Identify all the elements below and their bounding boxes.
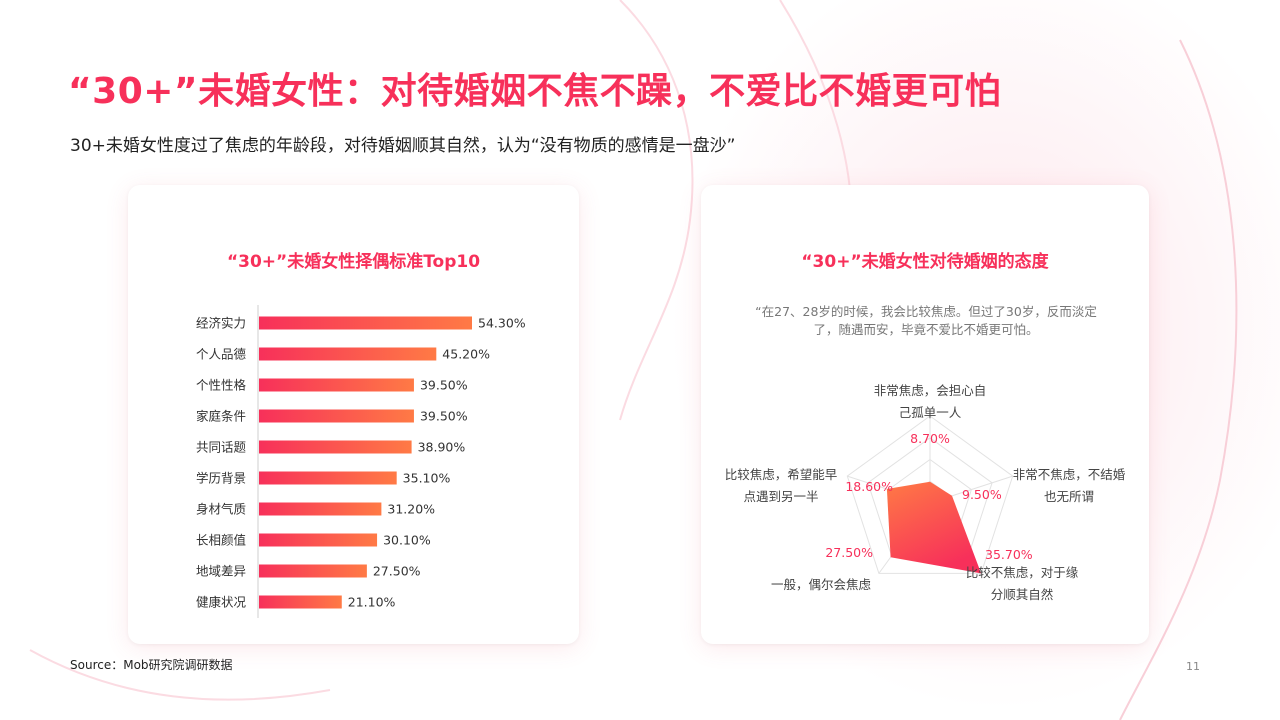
bar [259, 378, 414, 392]
bar-value-label: 35.10% [403, 471, 451, 486]
bar-category-label: 个人品德 [196, 347, 247, 362]
radar-axis-label: 分顺其自然 [991, 587, 1054, 602]
source-note: Source：Mob研究院调研数据 [70, 658, 233, 672]
bar-category-label: 个性性格 [196, 378, 247, 393]
bar-category-label: 经济实力 [196, 316, 246, 331]
radar-data-area [886, 481, 982, 574]
radar-grid-ring [846, 415, 1014, 574]
radar-axis-label: 一般，偶尔会焦虑 [771, 577, 872, 592]
bar-value-label: 21.10% [348, 595, 396, 610]
bar-category-label: 共同话题 [196, 440, 247, 455]
bar [259, 564, 367, 578]
bar-category-label: 长相颜值 [196, 533, 246, 548]
bar-value-label: 30.10% [383, 533, 431, 548]
bar [259, 347, 437, 361]
radar-axis-label: 也无所谓 [1044, 489, 1094, 504]
mate-criteria-chart-title: “30+”未婚女性择偶标准Top10 [226, 252, 481, 272]
bar-category-label: 学历背景 [196, 471, 246, 486]
bar [259, 533, 378, 547]
radar-value-label: 8.70% [910, 431, 950, 446]
bar [259, 471, 397, 485]
radar-value-label: 18.60% [845, 479, 893, 494]
page-number: 11 [1186, 660, 1200, 673]
bar-value-label: 38.90% [418, 440, 466, 455]
bar-category-label: 身材气质 [196, 502, 246, 517]
radar-value-label: 9.50% [962, 487, 1002, 502]
bar-category-label: 家庭条件 [196, 409, 246, 424]
bar [259, 502, 382, 516]
radar-value-label: 27.50% [825, 545, 873, 560]
bar [259, 595, 342, 609]
bar [259, 409, 414, 423]
page-subtitle: 30+未婚女性度过了焦虑的年龄段，对待婚姻顺其自然，认为“没有物质的感情是一盘沙… [70, 136, 736, 156]
radar-axis-label: 比较不焦虑，对于缘 [966, 565, 1079, 580]
marriage-attitude-radar-chart: 8.70% 9.50% 35.70% 27.50% 18.60% 非常焦虑，会担心自己孤单… [725, 383, 1126, 602]
bar [259, 316, 472, 330]
page-title: “30+”未婚女性：对待婚姻不焦不躁，不爱比不婚更可怕 [68, 71, 1002, 112]
radar-axis-label: 比较焦虑，希望能早 [725, 467, 838, 482]
marriage-attitude-chart-title: “30+”未婚女性对待婚姻的态度 [801, 252, 1049, 272]
radar-axis-label: 己孤单一人 [899, 405, 962, 420]
radar-axis-label: 非常不焦虑，不结婚 [1013, 467, 1126, 482]
bar-value-label: 54.30% [478, 316, 526, 331]
bar [259, 440, 412, 454]
bar-value-label: 27.50% [373, 564, 421, 579]
interview-quote: “在27、28岁的时候，我会比较焦虑。但过了30岁，反而淡定了，随遇而安，毕竟不… [755, 304, 1097, 337]
bar-value-label: 45.20% [442, 347, 490, 362]
mate-criteria-card: “30+”未婚女性择偶标准Top10 经济实力 54.30% 个人品德 45.20% 个… [128, 185, 579, 644]
marriage-attitude-card: “30+”未婚女性对待婚姻的态度 “在27、28岁的时候，我会比较焦虑。但过了3… [701, 185, 1149, 644]
bar-category-label: 健康状况 [196, 595, 247, 610]
radar-axis-label: 点遇到另一半 [743, 489, 818, 504]
mate-criteria-bar-chart: 经济实力 54.30% 个人品德 45.20% 个性性格 39.50% 家庭条件 39.50%… [196, 305, 526, 618]
bar-value-label: 39.50% [420, 409, 468, 424]
radar-axis-label: 非常焦虑，会担心自 [874, 383, 987, 398]
radar-value-label: 35.70% [985, 547, 1033, 562]
bar-category-label: 地域差异 [196, 564, 246, 579]
bar-value-label: 31.20% [387, 502, 435, 517]
bar-value-label: 39.50% [420, 378, 468, 393]
